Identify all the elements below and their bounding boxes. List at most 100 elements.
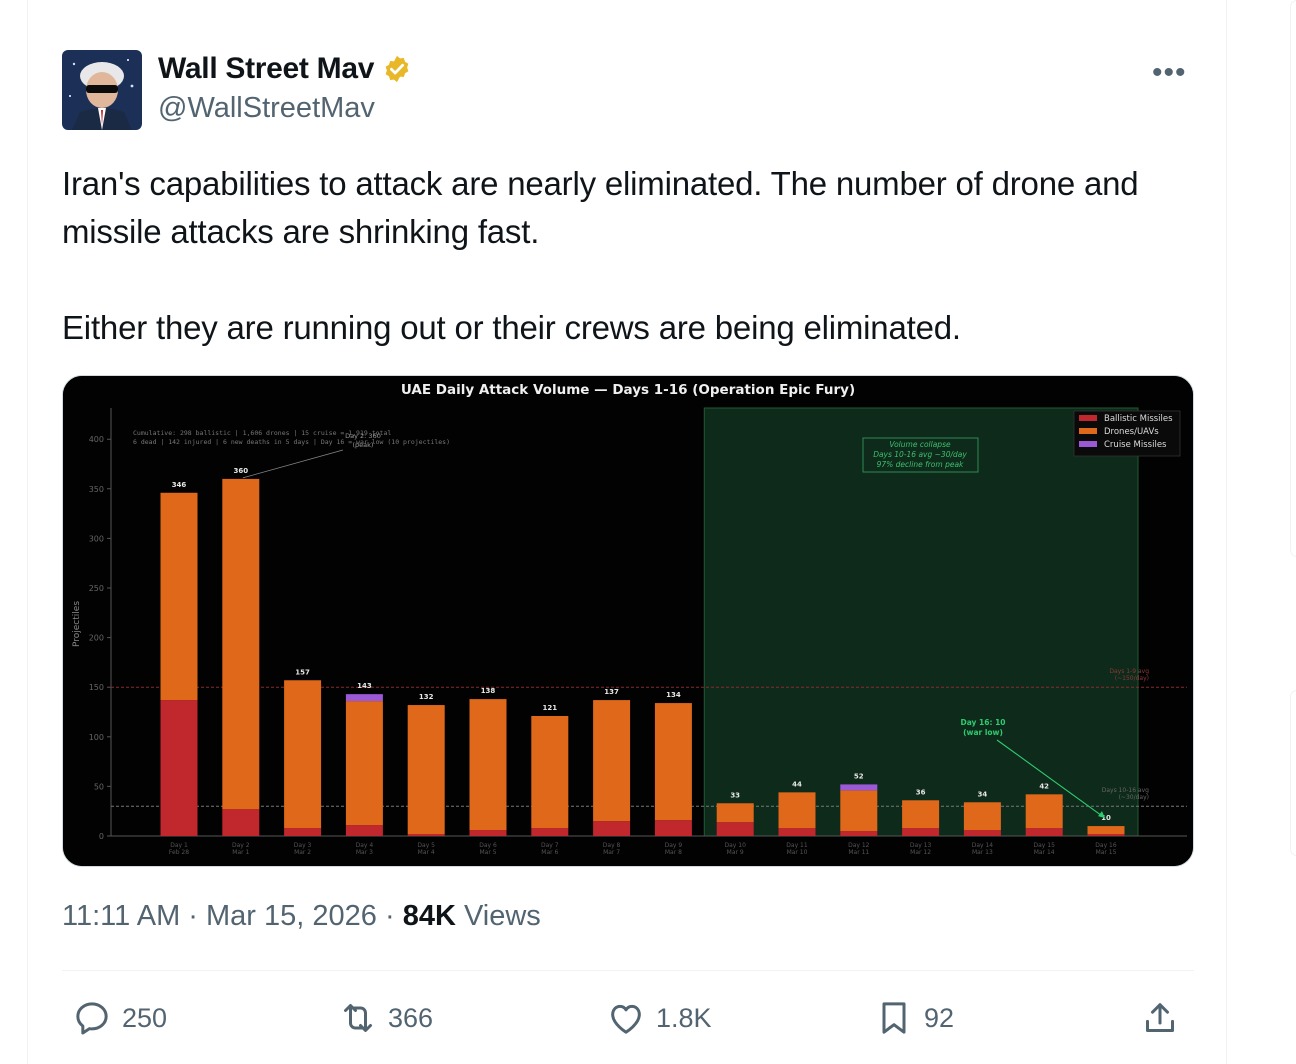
y-axis-label: Projectiles (72, 601, 82, 647)
x-tick-label: Mar 2 (294, 849, 311, 856)
reference-label: Days 10-16 avg (1102, 787, 1149, 794)
cruise-bar (840, 784, 878, 791)
tweet-meta: 11:11 AM · Mar 15, 2026 · 84K Views (62, 900, 541, 933)
x-tick-label: Day 7 (541, 842, 559, 849)
reply-button[interactable]: 250 (72, 998, 167, 1038)
y-tick-label: 350 (89, 485, 104, 494)
x-tick-label: Day 10 (725, 842, 747, 849)
meta-separator: · (188, 900, 207, 932)
y-tick-label: 300 (89, 534, 104, 543)
share-icon (1146, 1003, 1174, 1032)
ballistic-bar (222, 809, 260, 836)
x-tick-label: Mar 13 (972, 849, 993, 856)
tweet-media-chart[interactable]: UAE Daily Attack Volume — Days 1-16 (Ope… (62, 375, 1194, 867)
ballistic-bar (1025, 828, 1063, 836)
reply-count: 250 (122, 1002, 168, 1033)
bookmark-count: 92 (924, 1002, 955, 1033)
like-button[interactable]: 1.8K (606, 998, 712, 1038)
author-name-row[interactable]: Wall Street Mav (158, 52, 412, 86)
tweet-paragraph-2: Either they are running out or their cre… (62, 309, 961, 346)
bar-total-label: 34 (978, 790, 988, 798)
cumulative-annotation: 6 dead | 142 injured | 6 new deaths in 5… (133, 438, 450, 446)
bar-total-label: 134 (666, 691, 681, 699)
ballistic-bar (284, 828, 322, 836)
war-low-arrow (996, 739, 1106, 819)
timeline-border-left (27, 0, 28, 1064)
drones-bar (654, 703, 692, 821)
reference-label: Days 1-9 avg (1109, 668, 1149, 675)
collapse-annotation: Volume collapse (889, 440, 951, 449)
bar-total-label: 44 (792, 780, 802, 788)
x-tick-label: Mar 14 (1034, 849, 1055, 856)
sidebar-card-edge (1290, 690, 1296, 856)
peak-annotation: Day 2: 360 (345, 432, 381, 440)
more-options-icon[interactable]: ••• (1152, 56, 1187, 89)
drones-bar (284, 680, 322, 829)
drones-bar (1087, 826, 1125, 835)
drones-bar (778, 792, 816, 829)
ballistic-bar (469, 830, 507, 836)
tweet-paragraph-1: Iran's capabilities to attack are nearly… (62, 165, 1139, 250)
ballistic-bar (593, 821, 631, 836)
y-tick-label: 100 (89, 733, 104, 742)
ballistic-bar (716, 822, 754, 836)
drones-bar (160, 492, 198, 701)
share-button[interactable] (1140, 998, 1190, 1038)
avatar-image (62, 50, 142, 130)
avatar[interactable] (62, 50, 142, 130)
x-tick-label: Day 8 (603, 842, 621, 849)
bar-total-label: 36 (916, 788, 926, 796)
peak-annotation: (peak) (353, 441, 374, 449)
author-name[interactable]: Wall Street Mav (158, 52, 375, 85)
drones-bar (840, 790, 878, 832)
x-tick-label: Mar 6 (541, 849, 558, 856)
collapse-annotation: 97% decline from peak (877, 460, 964, 469)
drones-bar (902, 800, 940, 829)
x-tick-label: Day 3 (294, 842, 312, 849)
repost-icon (344, 1004, 372, 1032)
war-low-arrowhead (1098, 811, 1105, 819)
x-tick-label: Day 14 (972, 842, 994, 849)
sidebar-card-edge (1290, 0, 1296, 557)
author-handle[interactable]: @WallStreetMav (158, 92, 375, 124)
collapse-annotation-box (862, 437, 979, 473)
x-tick-label: Day 6 (479, 842, 497, 849)
reference-label: (~30/day) (1119, 794, 1149, 801)
peak-arrow (242, 449, 344, 479)
timeline-border-right (1226, 0, 1227, 1064)
drones-bar (345, 701, 383, 826)
x-tick-label: Day 12 (848, 842, 870, 849)
bar-total-label: 143 (357, 682, 372, 690)
drones-bar (531, 715, 569, 829)
drones-bar (222, 478, 260, 810)
divider (62, 970, 1194, 971)
views-count: 84K (402, 900, 456, 932)
tweet-actions: 250 366 1.8K 92 (0, 998, 1296, 1048)
bar-total-label: 132 (419, 693, 434, 701)
reply-icon (76, 1002, 108, 1035)
bar-total-label: 121 (542, 704, 557, 712)
y-tick-label: 400 (89, 435, 104, 444)
legend-label: Drones/UAVs (1104, 427, 1159, 437)
x-tick-label: Mar 7 (603, 849, 620, 856)
like-count: 1.8K (656, 1002, 712, 1033)
repost-button[interactable]: 366 (338, 998, 433, 1038)
drones-bar (593, 700, 631, 822)
x-tick-label: Day 9 (665, 842, 683, 849)
legend-swatch (1079, 441, 1097, 447)
x-tick-label: Day 5 (417, 842, 435, 849)
y-tick-label: 50 (94, 782, 104, 791)
collapse-region-shade (703, 407, 1139, 837)
repost-count: 366 (388, 1002, 434, 1033)
tweet-time[interactable]: 11:11 AM (62, 900, 181, 932)
tweet-date[interactable]: Mar 15, 2026 (206, 900, 377, 932)
x-tick-label: Mar 5 (479, 849, 496, 856)
legend-swatch (1079, 415, 1097, 421)
y-tick-label: 0 (99, 832, 104, 841)
ballistic-bar (345, 825, 383, 836)
legend-label: Cruise Missiles (1104, 440, 1167, 450)
bar-total-label: 42 (1039, 782, 1049, 790)
attack-volume-chart: UAE Daily Attack Volume — Days 1-16 (Ope… (63, 376, 1193, 866)
bookmark-button[interactable]: 92 (874, 998, 954, 1038)
x-tick-label: Mar 9 (727, 849, 744, 856)
